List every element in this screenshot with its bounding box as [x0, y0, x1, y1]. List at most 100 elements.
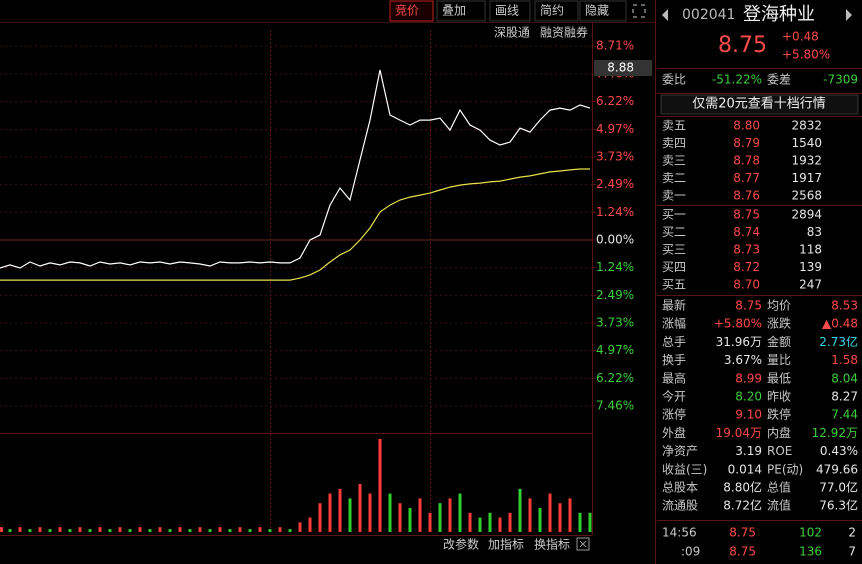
- close-button[interactable]: [576, 537, 590, 551]
- stat-label: 内盘: [767, 425, 791, 440]
- stat-value: 1.58: [831, 353, 858, 367]
- volume-bar: [388, 493, 392, 532]
- toolbar-button[interactable]: [579, 0, 627, 22]
- change: +0.48: [782, 30, 819, 44]
- book-price: 8.77: [733, 171, 760, 185]
- book-label: 买三: [662, 243, 686, 257]
- stat-label: 流值: [767, 498, 791, 513]
- stat-value: 3.19: [735, 444, 762, 458]
- book-price: 8.76: [733, 189, 760, 203]
- stat-label: 净资产: [662, 444, 698, 458]
- volume-bar: [138, 527, 142, 532]
- y-tick-label: 4.97%: [596, 343, 634, 357]
- close-icon: [579, 540, 587, 548]
- volume-bar: [308, 517, 312, 532]
- indicator-button[interactable]: 换指标: [534, 537, 570, 552]
- book-price: 8.72: [733, 260, 760, 274]
- prev-icon[interactable]: [662, 9, 668, 21]
- book-label: 买五: [662, 278, 686, 292]
- volume-bar: [578, 512, 582, 532]
- volume-bar: [338, 488, 342, 532]
- y-tick-label: 3.73%: [596, 315, 634, 329]
- volume-bar: [358, 484, 362, 532]
- toolbar-button[interactable]: [534, 0, 579, 22]
- stat-label: 涨停: [662, 407, 686, 422]
- next-icon[interactable]: [846, 9, 852, 21]
- stat-value: 8.80亿: [723, 480, 762, 495]
- stat-value: 12.92万: [812, 426, 858, 440]
- volume-bar: [318, 503, 322, 532]
- y-tick-label: 2.49%: [596, 288, 634, 302]
- toolbar-button-label[interactable]: 竞价: [395, 4, 419, 18]
- ratio-value: -7309: [823, 73, 858, 87]
- trade-volume: 102: [799, 526, 822, 540]
- book-volume: 2894: [791, 208, 822, 222]
- book-label: 卖二: [662, 171, 686, 185]
- indicator-button[interactable]: 加指标: [488, 537, 524, 552]
- volume-bar: [158, 527, 162, 532]
- volume-bar: [238, 527, 242, 532]
- toolbar-button[interactable]: [436, 0, 486, 22]
- volume-bar: [488, 512, 492, 532]
- stat-label: 总值: [767, 480, 791, 495]
- volume-bar: [248, 529, 252, 532]
- volume-bar: [168, 529, 172, 532]
- stat-value: 8.99: [735, 371, 762, 385]
- toolbar-button-label[interactable]: 叠加: [442, 4, 466, 18]
- toolbar-button[interactable]: [489, 0, 531, 22]
- book-price: 8.78: [733, 154, 760, 168]
- y-tick-label: 1.24%: [596, 260, 634, 274]
- y-tick-label: 6.22%: [596, 94, 634, 108]
- chart-link[interactable]: 融资融券: [540, 25, 588, 40]
- stat-value: ▲0.48: [822, 317, 858, 331]
- volume-bar: [288, 529, 292, 532]
- stat-value: 19.04万: [716, 426, 762, 440]
- stat-value: 2.73亿: [819, 334, 858, 349]
- trade-time: :09: [681, 545, 700, 559]
- volume-bar: [418, 498, 422, 532]
- stat-value: 8.75: [735, 299, 762, 313]
- toolbar-button[interactable]: [389, 0, 434, 22]
- indicator-button[interactable]: 改参数: [443, 537, 479, 552]
- trade-volume: 136: [799, 545, 822, 559]
- book-label: 买二: [662, 225, 686, 239]
- toolbar-button-label[interactable]: 简约: [540, 3, 564, 18]
- volume-bar: [108, 529, 112, 532]
- volume-bar: [118, 527, 122, 532]
- fullscreen-icon[interactable]: [632, 4, 646, 18]
- crosshair-box: [594, 60, 652, 76]
- y-tick-label: 0.00%: [596, 233, 634, 247]
- stat-value: 77.0亿: [819, 480, 858, 495]
- volume-bar: [148, 529, 152, 532]
- volume-bar: [438, 503, 442, 532]
- book-volume: 118: [799, 243, 822, 257]
- trade-time: 14:56: [662, 526, 697, 540]
- volume-bar: [98, 527, 102, 532]
- volume-bar: [348, 498, 352, 532]
- volume-bar: [588, 512, 592, 532]
- stat-label: 总股本: [662, 481, 698, 495]
- volume-bar: [18, 527, 22, 532]
- toolbar-button-label[interactable]: 隐藏: [585, 4, 609, 18]
- volume-bar: [458, 493, 462, 532]
- ratio-label: 委比: [662, 73, 686, 87]
- book-volume: 1932: [791, 154, 822, 168]
- stat-label: 涨幅: [662, 316, 686, 331]
- book-price: 8.75: [733, 208, 760, 222]
- stat-value: 8.53: [831, 299, 858, 313]
- volume-bar: [48, 529, 52, 532]
- promo-link[interactable]: 仅需20元查看十档行情: [692, 96, 826, 112]
- stat-label: PE(动): [767, 462, 803, 476]
- volume-bar: [448, 498, 452, 532]
- stat-value: 9.10: [735, 408, 762, 422]
- toolbar-button-label[interactable]: 画线: [495, 4, 519, 18]
- stat-label: 跌停: [767, 407, 791, 422]
- promo-box[interactable]: [660, 94, 859, 115]
- volume-bar: [38, 527, 42, 532]
- chart-link[interactable]: 深股通: [494, 26, 530, 40]
- volume-bar: [68, 529, 72, 532]
- book-label: 买四: [662, 260, 686, 274]
- stat-label: 金额: [767, 334, 791, 349]
